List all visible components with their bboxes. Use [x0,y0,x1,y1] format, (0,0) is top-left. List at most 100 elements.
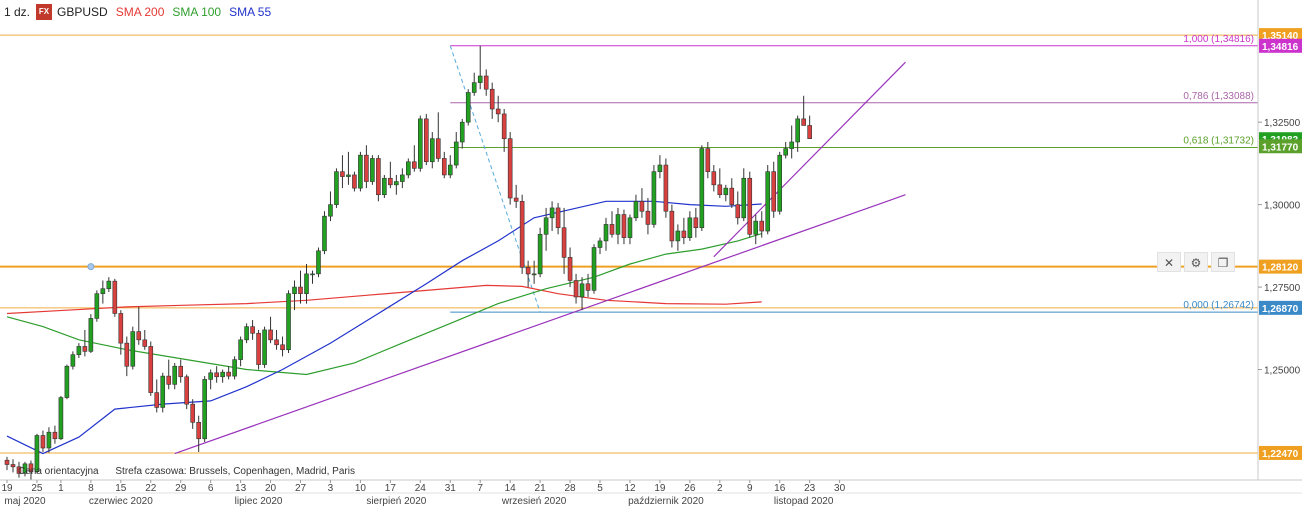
candle-body [507,138,513,199]
fib-level-label-1: 0,786 (1,33088) [1183,91,1254,102]
candle-body [22,463,28,474]
x-day-label: 28 [564,483,576,494]
candle [400,168,405,189]
candle [322,211,327,255]
gear-icon[interactable]: ⚙ [1184,252,1208,272]
symbol-label[interactable]: GBPUSD [57,5,108,19]
candle [657,155,663,179]
candle [178,359,184,383]
close-icon[interactable]: ✕ [1157,252,1181,272]
candle-body [160,375,166,408]
sma-55-label[interactable]: SMA 55 [229,5,272,19]
candle-body [657,164,663,172]
candle [741,168,747,222]
candle-body [256,332,261,365]
candle [807,115,812,139]
candle-body [76,346,82,355]
x-day-label: 19 [1,483,13,494]
sma-200-label[interactable]: SMA 200 [115,5,165,19]
layers-icon[interactable]: ❐ [1211,252,1235,272]
candle [268,316,273,344]
candle [663,158,669,218]
x-month-label: sierpień 2020 [366,496,426,507]
candle-body [148,346,154,393]
candle [148,341,154,396]
candle [112,278,118,317]
candle-body [519,201,525,268]
candle [687,211,693,241]
candle-body [465,92,471,123]
candle [699,145,705,232]
candle-body [418,118,423,169]
candle-body [376,158,381,196]
candle [364,145,369,189]
candle [549,201,555,232]
candle-body [675,230,681,242]
candle-body [729,187,735,205]
candle [495,95,501,123]
candle [477,45,483,90]
x-day-label: 6 [208,483,214,494]
x-month-label: październik 2020 [628,496,704,507]
candle-body [352,174,357,189]
x-day-label: 8 [88,483,94,494]
candle-body [298,286,303,294]
candle [238,336,243,367]
candle [88,314,94,354]
timeframe-label[interactable]: 1 dz. [4,5,31,19]
candle-body [489,88,495,110]
candle-body [441,158,447,176]
candle [555,202,561,235]
candle-body [358,154,363,189]
candle [250,320,255,340]
candle [76,343,82,358]
chart-toolbar: ✕ ⚙ ❐ [1157,252,1238,272]
candle [154,379,160,413]
candle [208,369,213,390]
candle [585,273,591,297]
x-day-label: 29 [175,483,187,494]
candle-body [453,141,459,166]
candle-body [394,181,399,186]
candle [759,211,765,238]
axis-price-label: 1,35140 [1262,31,1299,42]
candle-body [795,118,800,143]
candle [256,329,261,370]
level-anchor-point [87,263,95,271]
candle-body [687,217,693,238]
x-month-label: lipiec 2020 [235,496,283,507]
candle-body [28,463,34,473]
candle [627,214,633,245]
candle [52,425,58,444]
x-day-label: 10 [355,483,367,494]
candle-body [340,171,345,177]
candle-body [106,280,112,290]
x-day-label: 5 [597,483,603,494]
candle-body [202,379,207,440]
fx-badge: FX [36,4,53,20]
candle [519,194,525,274]
candle-body [34,435,40,473]
sma-100-label[interactable]: SMA 100 [172,5,222,19]
x-day-label: 2 [717,483,723,494]
candle [286,290,291,354]
x-day-label: 14 [505,483,517,494]
candle-body [268,329,273,341]
y-tick-label: 1,27500 [1264,283,1301,294]
candle [22,461,28,477]
axis-price-label: 1,22470 [1262,449,1299,460]
sma-200-line [6,284,762,315]
chart-footnote: Cena orientacyjna Strefa czasowa: Brusse… [18,466,369,477]
candle [316,247,321,278]
candle-body [16,466,22,474]
candle-body [136,331,142,341]
y-tick-label: 1,25000 [1264,366,1301,377]
candle-body [597,240,603,248]
candle [753,214,759,245]
candle-body [178,365,184,378]
sma-100-line [6,233,762,376]
candle-body [406,161,411,176]
candle [4,456,10,471]
candle-body [525,266,531,275]
